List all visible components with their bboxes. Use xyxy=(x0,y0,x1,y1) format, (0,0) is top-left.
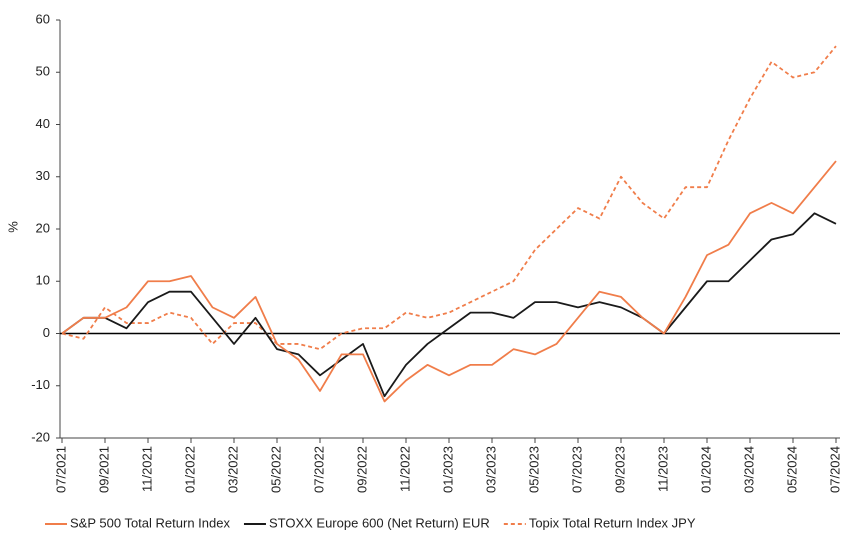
y-tick-label: -10 xyxy=(31,377,50,392)
x-tick-label: 07/2021 xyxy=(53,446,68,493)
y-tick-label: -20 xyxy=(31,429,50,444)
y-tick-label: 40 xyxy=(36,116,50,131)
x-tick-label: 07/2024 xyxy=(827,446,842,493)
x-tick-label: 09/2021 xyxy=(96,446,111,493)
x-tick-label: 05/2024 xyxy=(784,446,799,493)
x-tick-label: 05/2023 xyxy=(526,446,541,493)
y-tick-label: 10 xyxy=(36,273,50,288)
legend-label: Topix Total Return Index JPY xyxy=(529,515,696,530)
x-tick-label: 07/2023 xyxy=(569,446,584,493)
series-line xyxy=(61,45,837,351)
y-tick-label: 60 xyxy=(36,11,50,26)
x-tick-label: 03/2023 xyxy=(483,446,498,493)
series-line xyxy=(61,212,837,398)
x-tick-label: 11/2021 xyxy=(139,446,154,492)
x-tick-label: 09/2023 xyxy=(612,446,627,493)
x-tick-label: 03/2024 xyxy=(741,446,756,493)
x-tick-label: 01/2024 xyxy=(698,446,713,493)
y-tick-label: 30 xyxy=(36,168,50,183)
y-axis-label: % xyxy=(5,221,20,233)
y-tick-label: 0 xyxy=(43,325,50,340)
x-tick-label: 01/2022 xyxy=(182,446,197,493)
x-tick-label: 11/2022 xyxy=(397,446,412,492)
x-tick-label: 11/2023 xyxy=(655,446,670,492)
series-line xyxy=(61,160,837,403)
x-tick-label: 07/2022 xyxy=(311,446,326,493)
legend-label: S&P 500 Total Return Index xyxy=(70,515,230,530)
x-tick-label: 03/2022 xyxy=(225,446,240,493)
x-tick-label: 05/2022 xyxy=(268,446,283,493)
legend-label: STOXX Europe 600 (Net Return) EUR xyxy=(269,515,490,530)
y-tick-label: 50 xyxy=(36,64,50,79)
x-tick-label: 01/2023 xyxy=(440,446,455,493)
y-tick-label: 20 xyxy=(36,220,50,235)
x-tick-label: 09/2022 xyxy=(354,446,369,493)
